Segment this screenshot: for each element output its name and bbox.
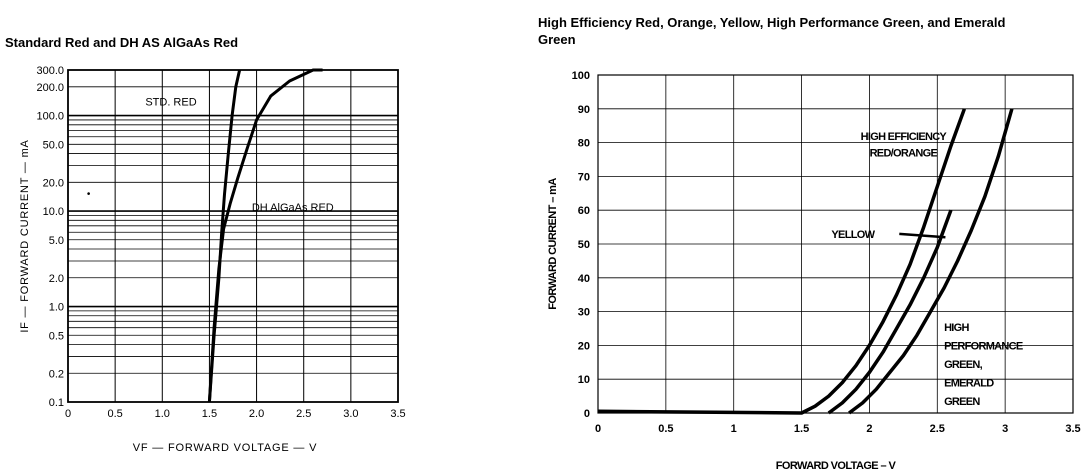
chart1-stray-mark: •: [87, 189, 91, 200]
chart2-annotation: HIGH EFFICIENCY: [861, 131, 948, 143]
chart2-x-tick: 1: [731, 423, 737, 435]
chart1-x-tick: 1.0: [155, 408, 170, 420]
chart2-title: High Efficiency Red, Orange, Yellow, Hig…: [538, 15, 1006, 47]
chart1-y-tick: 2.0: [49, 273, 64, 285]
chart2-y-tick: 60: [578, 205, 590, 217]
chart1-x-tick: 0.5: [107, 408, 122, 420]
chart2-x-tick: 0: [595, 423, 601, 435]
chart1-y-tick: 0.1: [49, 397, 64, 409]
chart1-series-label: DH AlGaAs RED: [252, 202, 334, 214]
chart2-x-tick: 1.5: [794, 423, 809, 435]
chart2-y-tick: 0: [584, 408, 590, 420]
chart2-x-tick: 2.5: [930, 423, 945, 435]
chart2-y-tick: 40: [578, 273, 590, 285]
chart1-y-tick: 20.0: [43, 177, 64, 189]
chart2-annotation: PERFORMANCE: [944, 340, 1023, 352]
chart2-y-tick: 70: [578, 171, 590, 183]
chart1-y-tick: 0.2: [49, 368, 64, 380]
chart2-x-tick: 2: [866, 423, 872, 435]
chart1-y-axis-label: IF — FORWARD CURRENT — mA: [19, 139, 31, 332]
chart2-x-tick: 3: [1002, 423, 1008, 435]
chart2-series-line: [597, 108, 967, 415]
chart1-y-tick: 5.0: [49, 235, 64, 247]
chart1-x-tick: 2.5: [296, 408, 311, 420]
chart1-x-tick: 3.0: [343, 408, 358, 420]
chart1-y-tick: 200.0: [36, 82, 64, 94]
chart2-x-axis-label: FORWARD VOLTAGE – V: [776, 460, 897, 472]
chart2-y-tick: 90: [578, 104, 590, 116]
chart2-x-tick: 0.5: [658, 423, 673, 435]
chart1-y-tick: 0.5: [49, 330, 64, 342]
chart2-annotation: GREEN: [944, 396, 980, 408]
chart1-y-tick: 300.0: [36, 65, 64, 77]
chart2-y-tick: 100: [572, 70, 590, 82]
chart2-series-line: [848, 108, 1014, 415]
chart2-annotation-pointer: [899, 232, 946, 239]
chart2-annotation: RED/ORANGE: [870, 148, 938, 160]
chart2-y-tick: 10: [578, 374, 590, 386]
chart1-title: Standard Red and DH AS AlGaAs Red: [5, 35, 239, 50]
chart1-x-tick: 0: [65, 408, 71, 420]
chart2-annotation: GREEN,: [944, 359, 983, 371]
chart2-y-tick: 20: [578, 340, 590, 352]
chart1-x-tick: 3.5: [390, 408, 405, 420]
chart2-annotation: EMERALD: [944, 378, 994, 390]
chart1-series-line: [207, 68, 323, 403]
chart2-x-tick: 3.5: [1065, 423, 1080, 435]
chart2-series-line: [827, 209, 953, 415]
chart2-y-tick: 50: [578, 239, 590, 251]
chart2-annotation: HIGH: [944, 322, 969, 334]
chart1-frame: [67, 69, 399, 403]
chart1-y-tick: 10.0: [43, 206, 64, 218]
chart1-y-tick: 1.0: [49, 302, 64, 314]
chart1-y-tick: 50.0: [43, 139, 64, 151]
chart2-y-tick: 30: [578, 307, 590, 319]
chart2-y-axis-label: FORWARD CURRENT – mA: [547, 178, 559, 310]
chart2-y-tick: 80: [578, 138, 590, 150]
chart2-annotation: YELLOW: [831, 229, 875, 241]
chart1-series-label: STD. RED: [145, 97, 196, 109]
chart1-x-tick: 2.0: [249, 408, 264, 420]
chart1-y-tick: 100.0: [36, 111, 64, 123]
chart1-x-tick: 1.5: [202, 408, 217, 420]
chart1-x-axis-label: VF — FORWARD VOLTAGE — V: [133, 442, 317, 454]
